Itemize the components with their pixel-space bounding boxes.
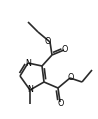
Text: O: O (58, 99, 64, 107)
Text: N: N (27, 85, 33, 94)
Text: N: N (25, 59, 31, 67)
Text: O: O (62, 45, 68, 55)
Text: O: O (45, 37, 51, 45)
Text: O: O (68, 72, 74, 82)
